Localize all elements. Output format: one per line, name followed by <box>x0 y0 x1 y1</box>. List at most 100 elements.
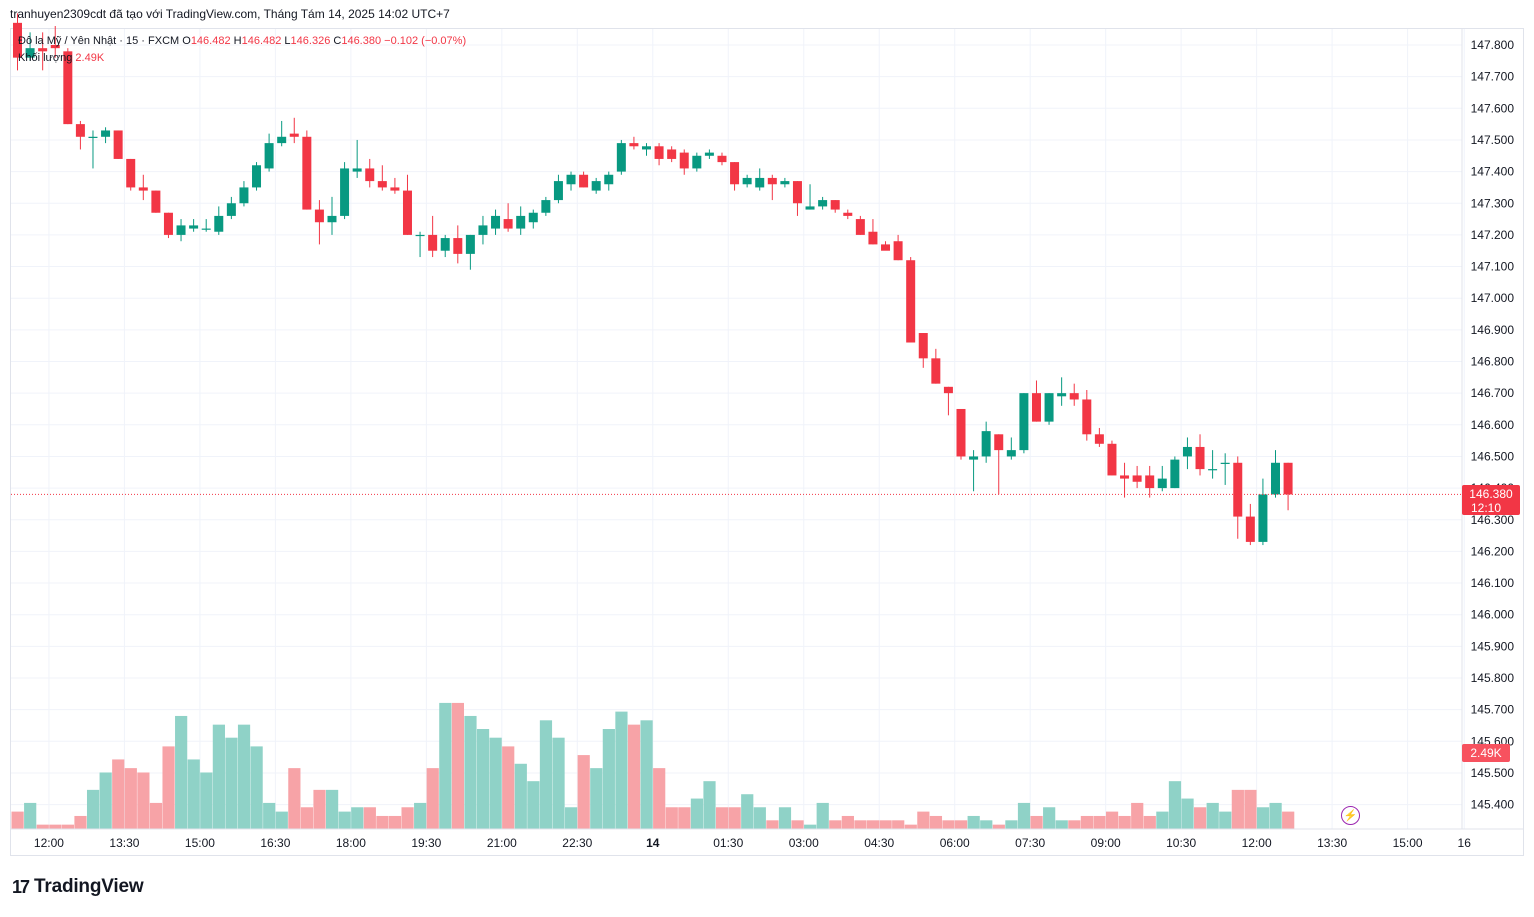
close-label: C <box>333 35 342 47</box>
volume-bar <box>388 815 402 829</box>
candle-body <box>818 200 828 207</box>
lightning-icon[interactable]: ⚡ <box>1341 806 1360 825</box>
candle-body <box>1283 462 1293 495</box>
volume-legend[interactable]: Khối lượng 2.49K <box>18 52 104 64</box>
price-tick-label: 145.900 <box>1471 639 1515 653</box>
volume-bar <box>854 820 867 829</box>
candle-body <box>1057 393 1067 397</box>
volume-bar <box>527 781 540 829</box>
candle-body <box>453 238 463 254</box>
volume-bar <box>539 720 553 829</box>
candle-body <box>516 215 526 229</box>
price-axis[interactable]: 147.800 147.700 147.600 147.500 147.400 147.3… <box>1461 29 1515 829</box>
time-tick-label: 03:00 <box>789 836 819 850</box>
price-tick-label: 145.700 <box>1471 703 1515 717</box>
volume-label: Khối lượng <box>18 52 73 64</box>
volume-bar <box>1131 802 1144 829</box>
volume-bar <box>300 807 314 829</box>
candle-body <box>1157 478 1167 489</box>
candle-body <box>1120 475 1130 479</box>
candle-body <box>994 434 1004 451</box>
volume-bar <box>1269 802 1282 829</box>
candle-body <box>1031 393 1041 422</box>
candle-body <box>214 215 224 232</box>
time-tick-label: 12:00 <box>1242 836 1272 850</box>
candle-body <box>566 174 576 185</box>
candle-body <box>692 155 702 169</box>
volume-bar <box>967 815 980 829</box>
candle-body <box>163 212 173 235</box>
volume-bar <box>1055 820 1068 829</box>
time-tick-label: 13:30 <box>109 836 139 850</box>
candle-body <box>176 225 186 235</box>
time-tick-label: 13:30 <box>1317 836 1347 850</box>
candle-body <box>679 152 689 169</box>
volume-bar <box>263 802 276 829</box>
candle-body <box>503 219 513 229</box>
price-tick-label: 146.600 <box>1471 418 1515 432</box>
volume-bar <box>1256 807 1270 829</box>
volume-bar <box>162 746 175 829</box>
candle-body <box>277 136 287 144</box>
volume-bar <box>829 820 842 829</box>
volume-bar <box>250 746 263 829</box>
volume-bar <box>565 807 578 829</box>
volume-bar <box>1168 781 1182 829</box>
time-tick-label: 19:30 <box>411 836 441 850</box>
volume-bar <box>816 802 829 829</box>
candle-body <box>616 143 626 172</box>
volume-bar <box>451 702 464 829</box>
volume-bar <box>112 759 125 829</box>
price-tick-label: 147.100 <box>1471 260 1515 274</box>
candle-body <box>893 241 903 261</box>
time-tick-label: 16 <box>1458 836 1472 850</box>
time-tick-label: 12:00 <box>34 836 64 850</box>
volume-bar <box>439 702 452 829</box>
symbol-name[interactable]: Đô la Mỹ / Yên Nhật · 15 · FXCM <box>18 35 180 47</box>
candle-body <box>352 168 362 172</box>
candle-body <box>151 190 161 213</box>
candle-body <box>25 48 35 58</box>
volume-tag-value: 2.49K <box>1470 746 1501 760</box>
volume-bar <box>1068 820 1081 829</box>
volume-bar <box>137 772 150 829</box>
time-tick-label: 10:30 <box>1166 836 1196 850</box>
volume-bar <box>791 820 804 829</box>
volume-bars <box>11 702 1295 829</box>
candle-body <box>742 177 752 185</box>
volume-value: 2.49K <box>75 52 105 64</box>
volume-bar <box>929 815 943 829</box>
candle-body <box>113 130 123 159</box>
volume-bar <box>351 807 364 829</box>
price-tag-box <box>1462 485 1520 515</box>
volume-bar <box>1231 789 1244 829</box>
candle-body <box>201 228 211 230</box>
candle-body <box>805 206 815 210</box>
volume-bar <box>879 820 892 829</box>
time-tick-label: 01:30 <box>713 836 743 850</box>
chart-grid <box>11 29 1465 829</box>
candle-body <box>956 408 966 457</box>
volume-bar <box>980 820 993 829</box>
volume-bar <box>212 724 225 829</box>
candle-body <box>1132 475 1142 482</box>
time-tick-label: 06:00 <box>940 836 970 850</box>
price-tick-label: 146.700 <box>1471 386 1515 400</box>
time-tick-label: 16:30 <box>260 836 290 850</box>
volume-bar <box>615 711 628 829</box>
symbol-legend[interactable]: Đô la Mỹ / Yên Nhật · 15 · FXCM O146.482… <box>18 35 466 47</box>
volume-bar <box>288 768 301 829</box>
open-label: O <box>182 35 191 47</box>
volume-bar <box>1219 811 1232 829</box>
volume-bar <box>376 815 389 829</box>
volume-bar <box>766 820 779 829</box>
time-axis[interactable]: 12:00 13:30 15:00 16:30 18:00 19:30 21:00 22:30… <box>11 828 1523 850</box>
candle-body <box>654 146 664 159</box>
tradingview-logo[interactable]: 17 TradingView <box>12 876 144 898</box>
volume-bar <box>1118 815 1131 829</box>
price-tick-label: 147.700 <box>1471 70 1515 84</box>
volume-bar <box>363 807 376 829</box>
volume-bar <box>99 772 112 829</box>
volume-bar <box>892 820 905 829</box>
